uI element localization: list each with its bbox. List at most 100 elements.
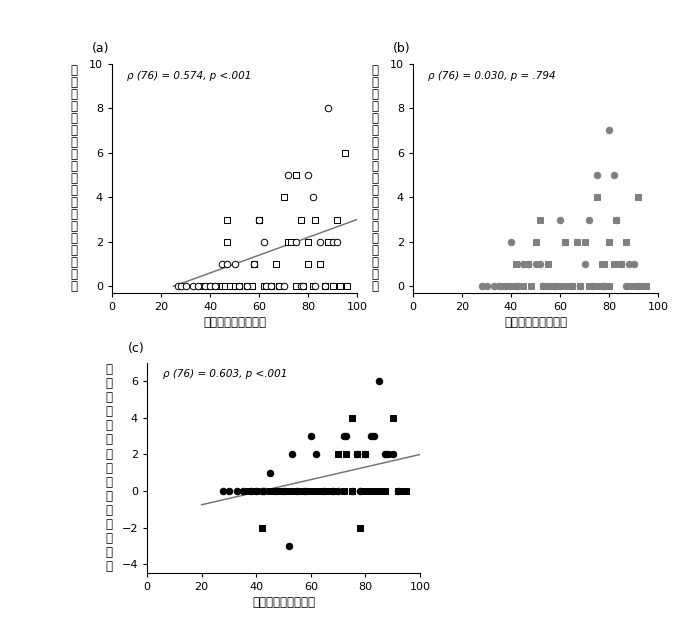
Point bbox=[512, 282, 524, 292]
Point bbox=[217, 282, 228, 292]
Point bbox=[608, 259, 620, 269]
Point bbox=[298, 282, 309, 292]
Point bbox=[561, 282, 573, 292]
Point bbox=[278, 192, 289, 203]
Text: の: の bbox=[70, 172, 77, 185]
Point bbox=[302, 170, 314, 180]
Point bbox=[547, 282, 559, 292]
Point bbox=[259, 486, 270, 496]
Point bbox=[188, 282, 199, 292]
Point bbox=[253, 215, 265, 225]
Point bbox=[300, 486, 311, 496]
Point bbox=[360, 449, 371, 459]
Point bbox=[214, 282, 225, 292]
Text: ）: ） bbox=[70, 280, 77, 292]
Point bbox=[327, 486, 338, 496]
Text: 平: 平 bbox=[371, 184, 378, 197]
Point bbox=[291, 486, 302, 496]
Text: 表: 表 bbox=[371, 64, 378, 77]
Point bbox=[283, 170, 294, 180]
Point bbox=[256, 522, 267, 533]
Point bbox=[500, 282, 512, 292]
Text: 情: 情 bbox=[371, 76, 378, 89]
Point bbox=[298, 282, 309, 292]
Point bbox=[351, 449, 363, 459]
Point bbox=[332, 486, 344, 496]
Point bbox=[302, 237, 314, 247]
Point bbox=[305, 486, 316, 496]
Point bbox=[559, 237, 570, 247]
Point bbox=[212, 282, 223, 292]
Point bbox=[354, 486, 365, 496]
Point bbox=[603, 125, 615, 136]
Point bbox=[598, 282, 610, 292]
Point bbox=[628, 259, 639, 269]
Point bbox=[368, 431, 379, 441]
Point bbox=[322, 103, 333, 113]
Point bbox=[616, 259, 627, 269]
Point bbox=[530, 237, 541, 247]
Point bbox=[346, 486, 357, 496]
Point bbox=[283, 237, 294, 247]
Text: 値: 値 bbox=[371, 208, 378, 221]
Point bbox=[229, 259, 240, 269]
Point bbox=[522, 259, 533, 269]
Text: (b): (b) bbox=[393, 41, 410, 55]
Text: 生: 生 bbox=[70, 124, 77, 137]
Text: 頻: 頻 bbox=[371, 148, 378, 161]
Point bbox=[571, 237, 582, 247]
Point bbox=[290, 170, 301, 180]
Point bbox=[587, 282, 598, 292]
Point bbox=[270, 259, 281, 269]
Text: 視: 視 bbox=[105, 377, 112, 390]
Point bbox=[224, 282, 235, 292]
Point bbox=[214, 282, 225, 292]
Point bbox=[265, 486, 276, 496]
Point bbox=[351, 449, 363, 459]
Point bbox=[204, 282, 216, 292]
Point bbox=[332, 237, 343, 247]
Text: 件: 件 bbox=[105, 476, 112, 489]
Text: (a): (a) bbox=[92, 41, 109, 55]
Point bbox=[628, 282, 639, 292]
Text: 模: 模 bbox=[371, 88, 378, 101]
Point bbox=[197, 282, 209, 292]
Point bbox=[248, 259, 260, 269]
Point bbox=[232, 486, 243, 496]
Text: コ: コ bbox=[105, 547, 112, 559]
Point bbox=[290, 237, 301, 247]
Point bbox=[374, 486, 385, 496]
Text: 差: 差 bbox=[105, 504, 112, 517]
Point bbox=[591, 192, 602, 203]
Point bbox=[623, 259, 634, 269]
Point bbox=[307, 192, 318, 203]
Point bbox=[180, 282, 191, 292]
Point bbox=[242, 486, 253, 496]
Point bbox=[393, 486, 404, 496]
Point bbox=[221, 215, 232, 225]
Point bbox=[286, 486, 297, 496]
Point bbox=[327, 282, 338, 292]
Point bbox=[335, 282, 346, 292]
Text: 模: 模 bbox=[70, 88, 77, 101]
Point bbox=[360, 486, 371, 496]
Point bbox=[395, 486, 407, 496]
Point bbox=[229, 282, 240, 292]
Text: 件: 件 bbox=[105, 405, 112, 419]
Point bbox=[311, 486, 322, 496]
Point bbox=[341, 431, 352, 441]
Point bbox=[278, 282, 289, 292]
Point bbox=[286, 237, 297, 247]
Point bbox=[322, 237, 333, 247]
Point bbox=[633, 192, 644, 203]
Text: 倣: 倣 bbox=[371, 100, 378, 113]
Point bbox=[538, 282, 549, 292]
Point bbox=[476, 282, 487, 292]
Point bbox=[354, 522, 365, 533]
Point bbox=[365, 431, 377, 441]
Text: 表: 表 bbox=[70, 64, 77, 77]
Point bbox=[579, 259, 590, 269]
Text: 直: 直 bbox=[70, 232, 77, 245]
Point bbox=[636, 282, 647, 292]
Point bbox=[266, 282, 277, 292]
